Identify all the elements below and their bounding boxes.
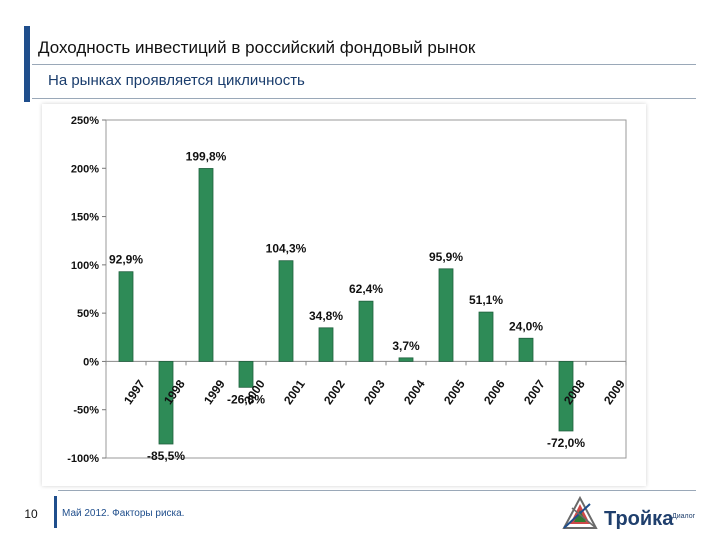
bar-2005 (438, 268, 454, 362)
data-label-2006: 51,1% (469, 293, 503, 307)
page-number: 10 (24, 507, 38, 521)
y-tick-label: 0% (83, 356, 99, 368)
bar-1999 (198, 168, 214, 362)
y-tick-label: 200% (71, 163, 99, 175)
footer-accent-bar (54, 496, 57, 528)
bar-2001 (278, 260, 294, 362)
troika-logo: Тройка Диалог (562, 495, 696, 530)
y-tick-label: -100% (67, 453, 99, 465)
bar-chart: 250% 200% 150% 100% 50% 0% -50% -100% 92,9% -85,5… (67, 115, 628, 465)
bar-2003 (358, 300, 374, 362)
bar-2004 (398, 357, 414, 362)
title-accent-bar (24, 26, 30, 102)
data-label-1997: 92,9% (109, 253, 143, 267)
footer-text: Май 2012. Факторы риска. (62, 508, 185, 519)
plot-area (105, 119, 627, 459)
bar-1998 (158, 361, 174, 445)
y-tick-label: 100% (71, 260, 99, 272)
logo-mark-icon (562, 495, 598, 529)
y-tick-label: -50% (73, 405, 99, 417)
bar-2006 (478, 311, 494, 362)
data-label-2008: -72,0% (547, 436, 585, 450)
bar-2002 (318, 327, 334, 362)
data-label-1999: 199,8% (186, 149, 227, 163)
data-label-2001: 104,3% (266, 242, 307, 256)
data-label-2003: 62,4% (349, 282, 383, 296)
bar-2000 (238, 361, 254, 388)
subtitle-divider (32, 98, 696, 99)
data-label-2007: 24,0% (509, 319, 543, 333)
data-label-2005: 95,9% (429, 250, 463, 264)
data-label-2004: 3,7% (392, 339, 420, 353)
data-label-2000: -26,8% (227, 392, 265, 406)
y-tick-label: 50% (77, 308, 99, 320)
logo-tagline: Диалог (672, 513, 696, 520)
data-label-2002: 34,8% (309, 309, 343, 323)
data-label-1998: -85,5% (147, 449, 185, 463)
footer-divider (58, 490, 696, 491)
chart-frame: 250% 200% 150% 100% 50% 0% -50% -100% 92,9% -85,5… (42, 104, 646, 486)
page-subtitle: На рынках проявляется цикличность (48, 72, 305, 89)
bar-2008 (558, 361, 574, 432)
logo-name: Тройка (604, 508, 674, 530)
y-tick-label: 150% (71, 212, 99, 224)
bar-2007 (518, 337, 534, 362)
y-tick-label: 250% (71, 115, 99, 127)
page-title: Доходность инвестиций в российский фондо… (38, 38, 476, 57)
bar-1997 (118, 271, 134, 362)
title-divider (32, 64, 696, 65)
